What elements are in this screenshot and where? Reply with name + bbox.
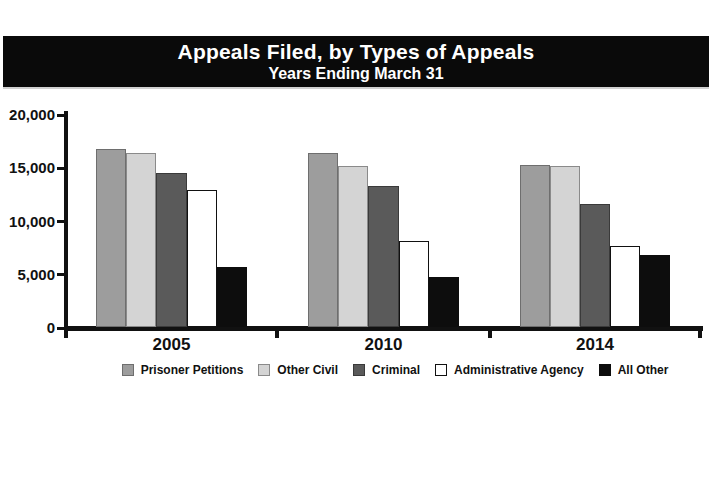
- bar-other-civil-2010: [338, 166, 368, 327]
- legend-swatch-icon-administrative-agency: [435, 364, 447, 376]
- y-tick-label-20000: 20,000: [0, 107, 55, 123]
- chart-subtitle: Years Ending March 31: [3, 65, 709, 83]
- bar-administrative-agency-2010: [399, 241, 429, 327]
- y-tick-mark: [57, 327, 65, 330]
- legend-item-other-civil: Other Civil: [258, 363, 338, 377]
- legend-swatch-icon-criminal: [353, 364, 365, 376]
- x-tick-mark: [275, 331, 279, 338]
- bar-all-other-2014: [640, 255, 670, 327]
- y-tick-label-10000: 10,000: [0, 214, 55, 230]
- x-tick-mark: [698, 331, 702, 338]
- y-tick-mark: [57, 114, 65, 117]
- legend-label-criminal: Criminal: [372, 363, 420, 377]
- legend-label-other-civil: Other Civil: [277, 363, 338, 377]
- bar-prisoner-petitions-2010: [308, 153, 338, 327]
- bar-prisoner-petitions-2014: [520, 165, 550, 327]
- bar-criminal-2010: [368, 186, 398, 327]
- x-tick-mark: [488, 331, 492, 338]
- y-tick-mark: [57, 167, 65, 170]
- legend-swatch-icon-all-other: [599, 364, 611, 376]
- y-tick-label-5000: 5,000: [0, 267, 55, 283]
- legend: Prisoner Petitions Other Civil Criminal Adm…: [90, 360, 700, 380]
- chart-canvas: Appeals Filed, by Types of Appeals Years…: [0, 0, 712, 480]
- bar-all-other-2005: [217, 267, 247, 327]
- y-tick-label-0: 0: [0, 320, 55, 336]
- legend-swatch-icon-prisoner-petitions: [122, 364, 134, 376]
- legend-swatch-icon-other-civil: [258, 364, 270, 376]
- chart-title: Appeals Filed, by Types of Appeals: [3, 40, 709, 64]
- bar-criminal-2005: [156, 173, 186, 327]
- legend-item-criminal: Criminal: [353, 363, 420, 377]
- legend-item-administrative-agency: Administrative Agency: [435, 363, 584, 377]
- bar-criminal-2014: [580, 204, 610, 327]
- legend-item-all-other: All Other: [599, 363, 669, 377]
- y-tick-label-15000: 15,000: [0, 160, 55, 176]
- legend-label-all-other: All Other: [618, 363, 669, 377]
- chart-title-bar: Appeals Filed, by Types of Appeals Years…: [3, 36, 709, 87]
- bar-administrative-agency-2005: [187, 190, 217, 327]
- bar-all-other-2010: [429, 277, 459, 327]
- x-axis-label-2005: 2005: [127, 335, 217, 355]
- x-tick-mark: [64, 331, 68, 338]
- x-axis-label-2010: 2010: [339, 335, 429, 355]
- bar-administrative-agency-2014: [610, 246, 640, 327]
- legend-label-prisoner-petitions: Prisoner Petitions: [141, 363, 244, 377]
- legend-item-prisoner-petitions: Prisoner Petitions: [122, 363, 244, 377]
- bar-prisoner-petitions-2005: [96, 149, 126, 327]
- y-tick-mark: [57, 220, 65, 223]
- x-axis-label-2014: 2014: [550, 335, 640, 355]
- bar-other-civil-2014: [550, 166, 580, 327]
- y-tick-mark: [57, 273, 65, 276]
- bar-other-civil-2005: [126, 153, 156, 327]
- legend-label-administrative-agency: Administrative Agency: [454, 363, 584, 377]
